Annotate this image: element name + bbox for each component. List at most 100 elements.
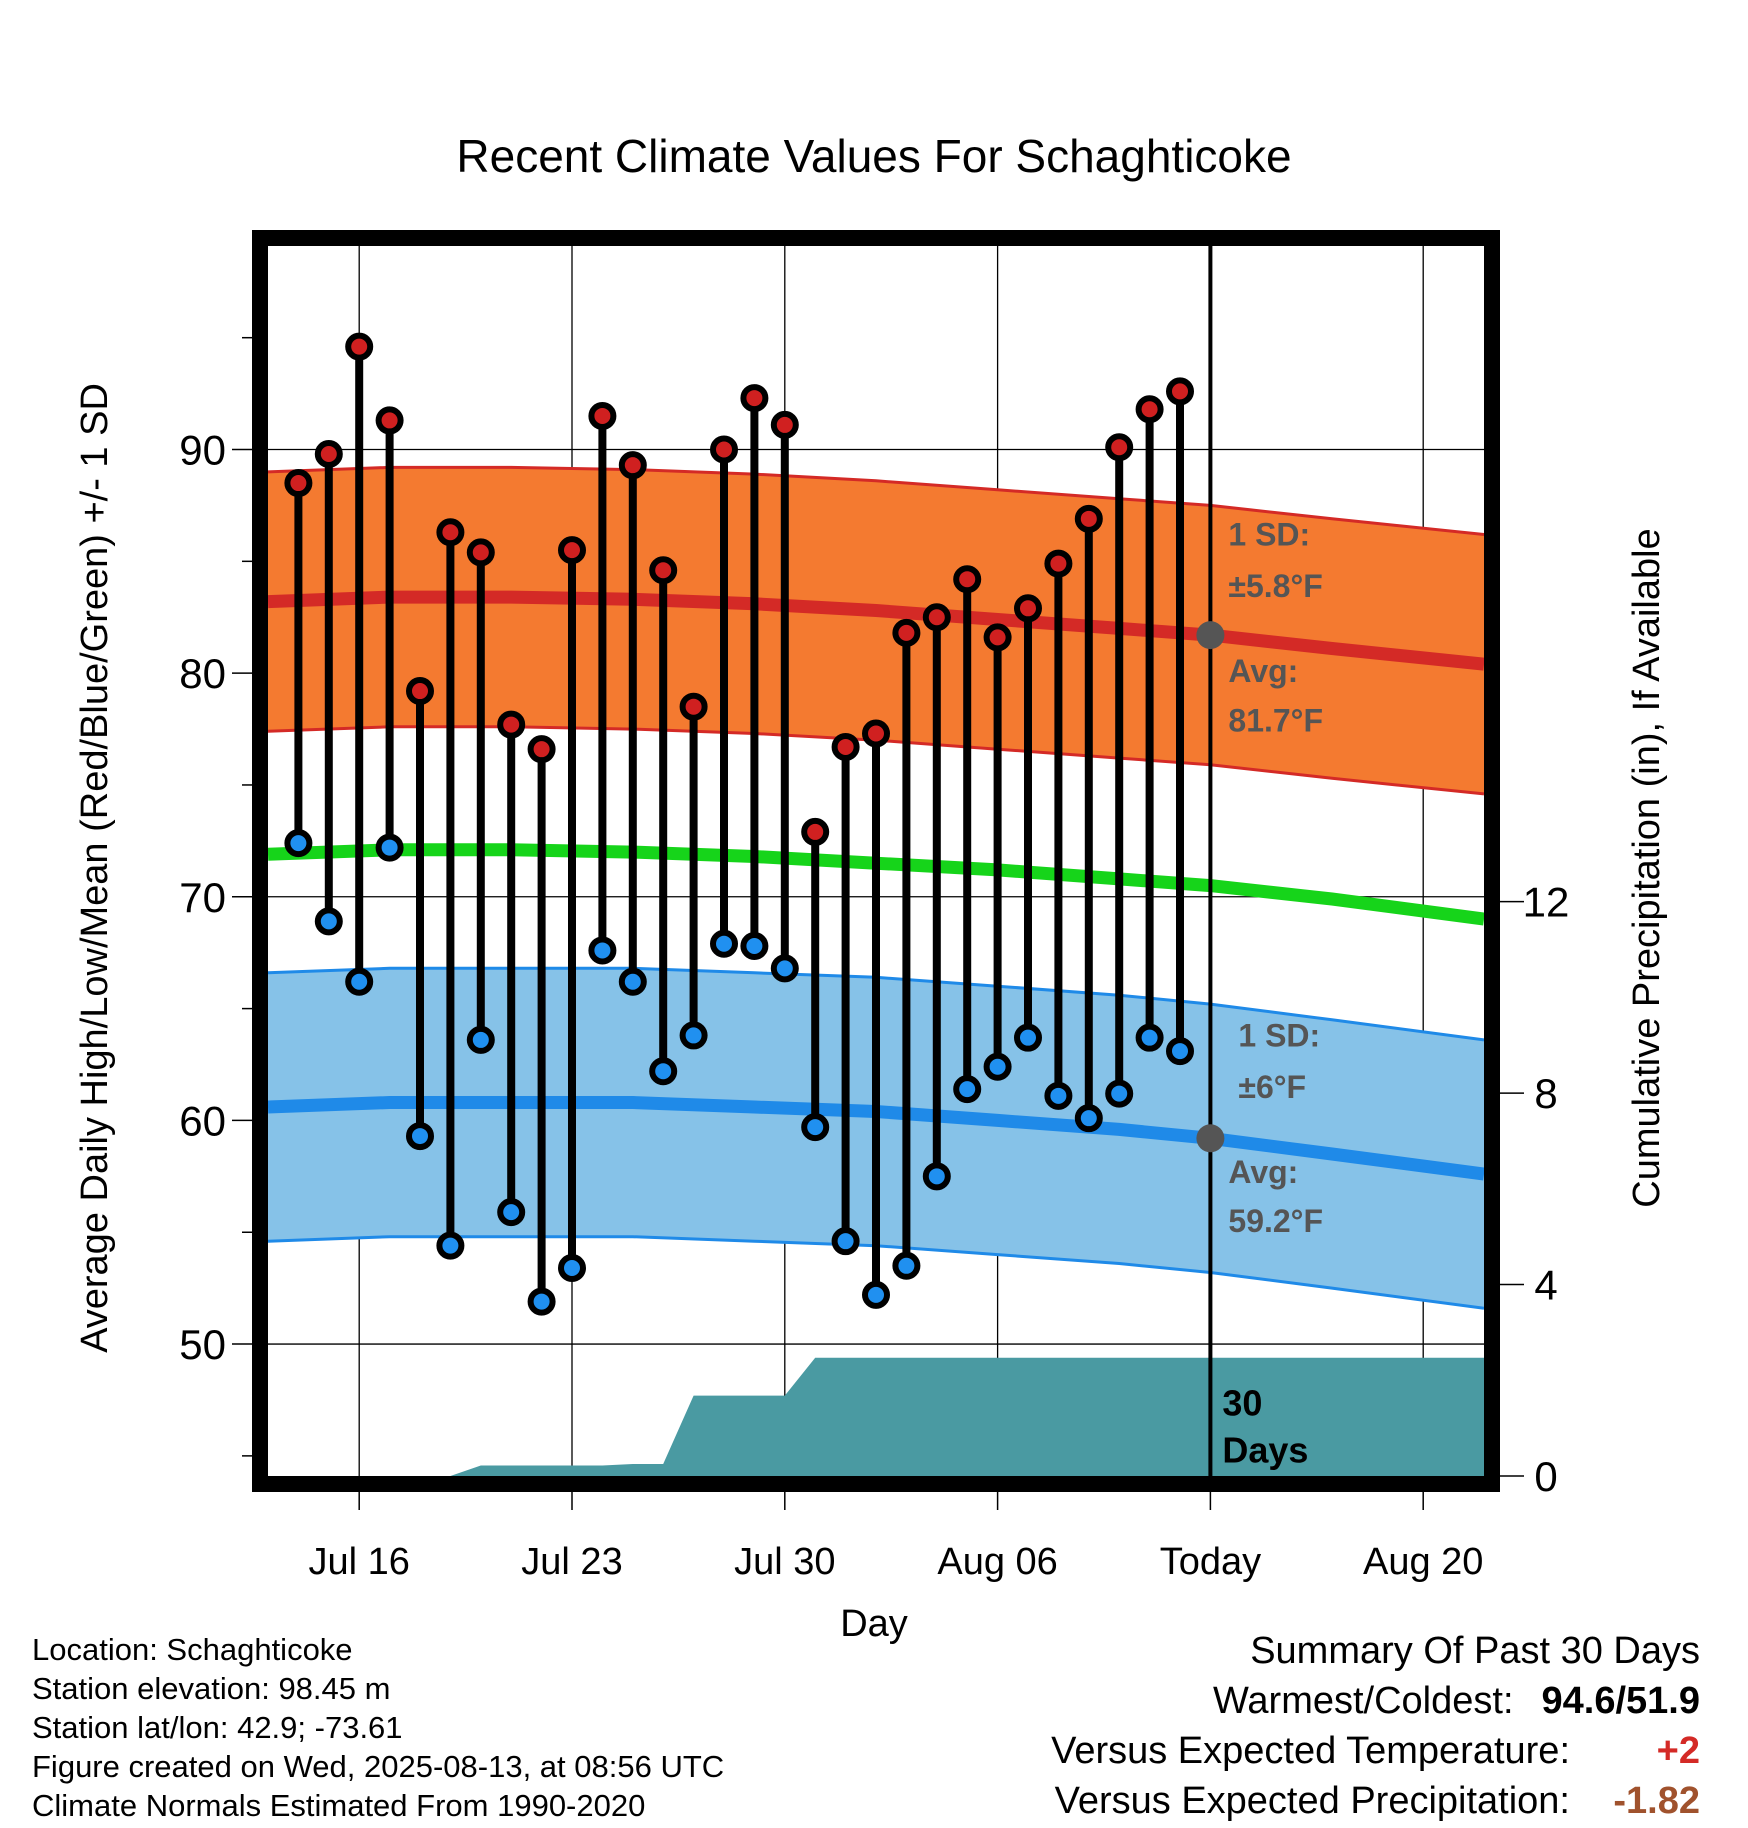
low-avg-label: Avg: <box>1228 1154 1298 1190</box>
daily-low-point <box>1074 1104 1103 1133</box>
daily-low-point <box>497 1198 526 1227</box>
daily-high-point <box>983 623 1012 652</box>
daily-low-point <box>770 954 799 983</box>
daily-high-point <box>436 518 465 547</box>
high-sd-value: ±5.8°F <box>1228 568 1322 604</box>
daily-low-point <box>922 1162 951 1191</box>
precip-vs-expected-value: -1.82 <box>1613 1780 1700 1822</box>
elevation-text: Station elevation: 98.45 m <box>32 1671 391 1706</box>
daily-high-point <box>588 401 617 430</box>
daily-low-point <box>466 1025 495 1054</box>
today-high-avg-marker <box>1196 621 1225 650</box>
y2-tick-label: 4 <box>1534 1262 1557 1309</box>
daily-low-point <box>953 1075 982 1104</box>
y-tick-label: 90 <box>179 427 226 474</box>
low-sd-label: 1 SD: <box>1238 1018 1320 1054</box>
summary-panel: Summary Of Past 30 Days Warmest/Coldest:… <box>1051 1626 1700 1826</box>
y-tick-label: 80 <box>179 650 226 697</box>
daily-low-point <box>1105 1079 1134 1108</box>
daily-low-point <box>801 1113 830 1142</box>
x-axis-label: Day <box>840 1603 908 1645</box>
summary-title: Summary Of Past 30 Days <box>1250 1630 1700 1672</box>
daily-low-point <box>284 829 313 858</box>
x-tick-label: Jul 30 <box>734 1541 835 1583</box>
daily-high-point <box>740 384 769 413</box>
y2-tick-label: 12 <box>1523 879 1570 926</box>
created-text: Figure created on Wed, 2025-08-13, at 08… <box>32 1749 725 1784</box>
daily-low-point <box>314 907 343 936</box>
daily-low-point <box>436 1231 465 1260</box>
daily-high-point <box>406 677 434 706</box>
daily-low-point <box>649 1057 678 1086</box>
y2-tick-label: 0 <box>1534 1453 1557 1500</box>
daily-low-point <box>618 967 647 996</box>
daily-high-point <box>558 536 586 565</box>
daily-high-point <box>375 406 404 435</box>
today-low-avg-marker <box>1196 1124 1225 1153</box>
y2-axis-label: Cumulative Precipitation (in), If Availa… <box>1626 528 1668 1207</box>
daily-high-point <box>770 410 799 439</box>
precip-vs-expected-label: Versus Expected Precipitation: <box>1054 1780 1570 1822</box>
daily-high-point <box>892 618 921 647</box>
high-avg-label: Avg: <box>1228 653 1298 689</box>
latlon-text: Station lat/lon: 42.9; -73.61 <box>32 1710 403 1745</box>
daily-high-point <box>801 817 830 846</box>
high-avg-value: 81.7°F <box>1228 702 1323 738</box>
daily-low-point <box>983 1052 1012 1081</box>
daily-high-point <box>922 603 951 632</box>
daily-low-point <box>679 1021 708 1050</box>
high-sd-label: 1 SD: <box>1228 517 1310 553</box>
daily-low-point <box>375 833 404 862</box>
daily-high-point <box>497 710 526 739</box>
daily-low-point <box>831 1227 860 1256</box>
daily-low-point <box>1135 1023 1164 1052</box>
daily-high-point <box>527 735 556 764</box>
daily-high-point <box>618 451 647 480</box>
x-tick-label: Aug 20 <box>1363 1541 1483 1583</box>
warmest-coldest-label: Warmest/Coldest: <box>1212 1680 1514 1722</box>
y-tick-label: 50 <box>179 1321 226 1368</box>
daily-low-point <box>1166 1037 1194 1066</box>
daily-high-point <box>1166 377 1194 406</box>
precip-area <box>268 1357 1484 1476</box>
axes: 50 60 70 80 90 0 4 8 12 Jul 16 Jul 23 Jul 30 Aug 06 T… <box>179 230 1570 1583</box>
y-tick-label: 60 <box>179 1097 226 1144</box>
daily-high-point <box>284 469 313 498</box>
daily-high-point <box>831 732 860 761</box>
daily-high-point <box>1014 594 1042 623</box>
daily-low-point <box>558 1254 586 1283</box>
normals-text: Climate Normals Estimated From 1990-2020 <box>32 1788 646 1823</box>
daily-low-point <box>862 1280 890 1309</box>
temp-vs-expected-label: Versus Expected Temperature: <box>1051 1730 1570 1772</box>
daily-high-point <box>345 332 374 361</box>
days-word-label: Days <box>1222 1430 1308 1471</box>
daily-high-point <box>679 692 708 721</box>
warmest-coldest-value: 94.6/51.9 <box>1541 1680 1700 1722</box>
temp-vs-expected-value: +2 <box>1656 1730 1700 1772</box>
daily-high-point <box>862 719 890 748</box>
daily-high-point <box>1074 504 1103 533</box>
y-tick-label: 70 <box>179 874 226 921</box>
location-text: Location: Schaghticoke <box>32 1632 353 1667</box>
daily-low-point <box>345 967 374 996</box>
normal-high-mean-line <box>268 590 1484 671</box>
days-count-label: 30 <box>1222 1383 1262 1424</box>
chart-title: Recent Climate Values For Schaghticoke <box>456 130 1291 182</box>
daily-high-point <box>314 439 343 468</box>
daily-low-point <box>1044 1081 1073 1110</box>
x-tick-label: Aug 06 <box>937 1541 1057 1583</box>
x-tick-label: Jul 16 <box>308 1541 409 1583</box>
daily-high-point <box>710 435 738 464</box>
daily-high-point <box>649 556 678 585</box>
x-tick-label: Jul 23 <box>521 1541 622 1583</box>
station-info: Location: Schaghticoke Station elevation… <box>32 1630 724 1825</box>
plot-frame <box>252 230 1500 1492</box>
daily-high-point <box>953 565 982 594</box>
y2-tick-label: 8 <box>1534 1070 1557 1117</box>
x-tick-label: Today <box>1160 1541 1261 1583</box>
daily-low-point <box>527 1287 556 1316</box>
daily-low-point <box>892 1251 921 1280</box>
daily-low-point <box>710 929 738 958</box>
daily-low-point <box>406 1122 434 1151</box>
